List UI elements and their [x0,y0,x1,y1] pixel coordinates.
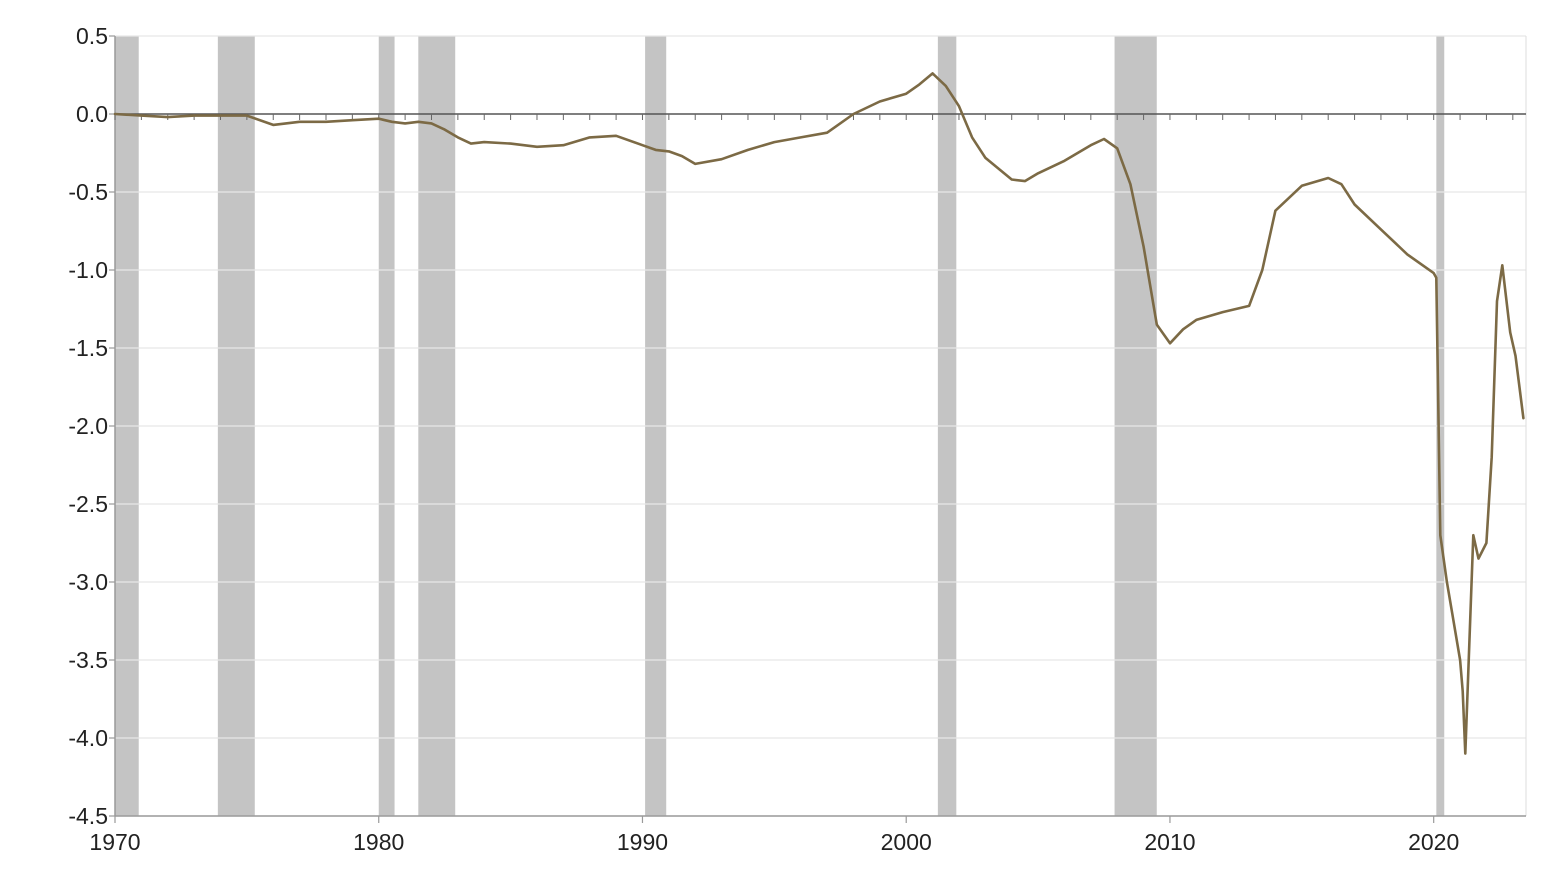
x-tick-label-3: 2000 [881,829,932,855]
x-tick-label-0: 1970 [89,829,140,855]
series-lines [113,72,1525,755]
series-line-0 [113,72,1525,755]
y-tick-label-6: -2.5 [68,491,108,517]
y-axis-tick-labels: 0.5 0.0 -0.5 -1.0 -1.5 -2.0 -2.5 -3.0 -3.5 -4.0 -4… [68,23,108,829]
axes [109,35,1526,823]
y-tick-label-10: -4.5 [68,803,108,829]
x-tick-label-4: 2010 [1144,829,1195,855]
y-tick-label-8: -3.5 [68,647,108,673]
y-tick-label-7: -3.0 [68,569,108,595]
x-axis-tick-labels: 1970 1980 1990 2000 2010 2020 [89,829,1459,855]
y-tick-label-3: -1.0 [68,257,108,283]
x-tick-label-5: 2020 [1408,829,1459,855]
y-tick-label-5: -2.0 [68,413,108,439]
x-tick-label-2: 1990 [617,829,668,855]
y-tick-label-9: -4.0 [68,725,108,751]
x-tick-label-1: 1980 [353,829,404,855]
y-tick-label-4: -1.5 [68,335,108,361]
y-tick-label-0: 0.5 [76,23,108,49]
y-tick-label-2: -0.5 [68,179,108,205]
y-tick-label-1: 0.0 [76,101,108,127]
